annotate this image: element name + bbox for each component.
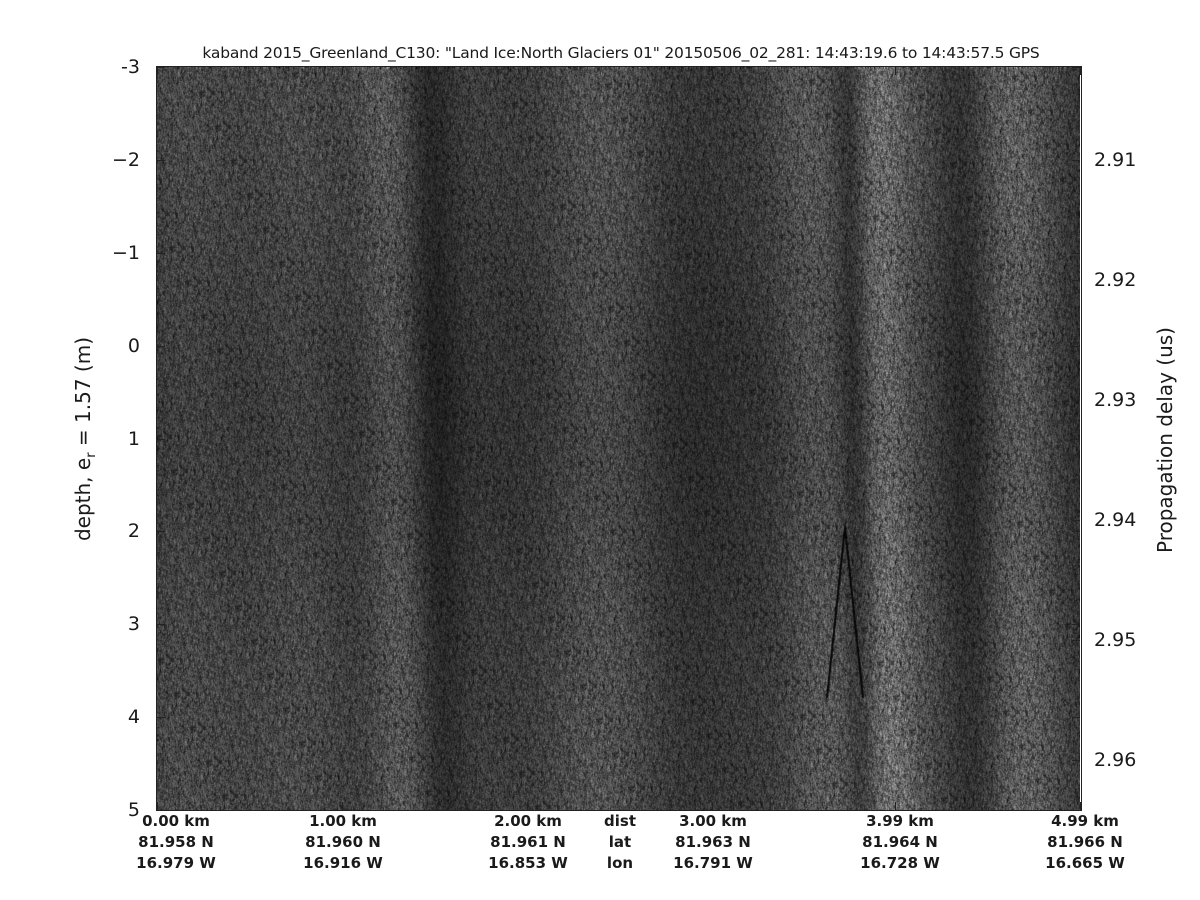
y-tick-left: 0	[127, 334, 140, 357]
tick-mark	[157, 67, 165, 68]
tick-mark	[526, 67, 528, 75]
tick-mark	[1072, 67, 1080, 68]
y-tick-left: 4	[127, 706, 140, 729]
x-label-dist: 4.99 km	[1051, 812, 1119, 830]
y-axis-label-right: Propagation delay (us)	[1153, 327, 1177, 554]
tick-mark	[341, 67, 343, 75]
x-label-dist: 0.00 km	[142, 812, 210, 830]
x-label-lat: 81.966 N	[1047, 833, 1123, 851]
x-label-dist: 3.99 km	[866, 812, 934, 830]
tick-mark	[157, 624, 165, 626]
tick-mark	[157, 531, 165, 533]
tick-mark	[341, 802, 343, 810]
tick-mark	[1072, 640, 1080, 641]
tick-mark	[1072, 400, 1080, 401]
y-tick-left: −1	[111, 241, 140, 264]
x-label-lat: 81.964 N	[862, 833, 938, 851]
tick-mark	[157, 810, 165, 811]
tick-mark	[1072, 160, 1080, 161]
tick-mark	[1072, 624, 1080, 626]
y-tick-left: 2	[127, 520, 140, 543]
tick-mark	[711, 802, 713, 810]
tick-mark	[1072, 520, 1080, 521]
x-label-lon: 16.728 W	[860, 854, 940, 872]
tick-mark	[1072, 531, 1080, 533]
x-label-lon: 16.853 W	[488, 854, 568, 872]
tick-mark	[1072, 760, 1080, 761]
y-tick-right: 2.96	[1094, 749, 1137, 771]
tick-mark	[157, 67, 158, 75]
x-label-dist: 2.00 km	[494, 812, 562, 830]
tick-mark	[1072, 280, 1080, 281]
y-tick-right: 2.95	[1094, 629, 1137, 651]
tick-mark	[1072, 345, 1080, 347]
y-tick-right: 2.94	[1094, 509, 1137, 531]
x-label-dist: 1.00 km	[309, 812, 377, 830]
y-tick-left: 3	[127, 613, 140, 636]
tick-mark	[1072, 252, 1080, 254]
x-label-lat: 81.960 N	[305, 833, 381, 851]
y-tick-left: 1	[127, 427, 140, 450]
y-tick-right: 2.93	[1094, 389, 1137, 411]
tick-mark	[1072, 810, 1080, 811]
x-label-lat: 81.958 N	[138, 833, 214, 851]
y-tick-left: 5	[127, 799, 140, 821]
ylabel-sub: r	[84, 452, 99, 458]
x-label-lon: 16.665 W	[1045, 854, 1125, 872]
tick-mark	[157, 345, 165, 347]
ylabel-suffix: = 1.57 (m)	[71, 336, 95, 453]
tick-mark	[1080, 67, 1081, 75]
y-tick-right: 2.91	[1094, 149, 1137, 171]
x-row-name: dist	[604, 812, 636, 830]
x-label-lat: 81.961 N	[490, 833, 566, 851]
y-tick-right: 2.92	[1094, 269, 1137, 291]
x-label-lon: 16.916 W	[303, 854, 383, 872]
tick-mark	[895, 67, 897, 75]
tick-mark	[895, 802, 897, 810]
tick-mark	[157, 159, 165, 161]
x-label-dist: 3.00 km	[679, 812, 747, 830]
tick-mark	[1072, 717, 1080, 719]
chart-title: kaband 2015_Greenland_C130: "Land Ice:No…	[202, 44, 1040, 62]
y-tick-left: -3	[121, 56, 140, 78]
tick-mark	[157, 802, 158, 810]
tick-mark	[526, 802, 528, 810]
x-row-name: lon	[606, 854, 634, 872]
echogram-image	[157, 67, 1080, 810]
tick-mark	[157, 717, 165, 719]
x-label-lon: 16.791 W	[673, 854, 753, 872]
y-tick-left: −2	[111, 148, 140, 171]
tick-mark	[1072, 438, 1080, 440]
tick-mark	[157, 252, 165, 254]
x-label-lon: 16.979 W	[136, 854, 216, 872]
tick-mark	[711, 67, 713, 75]
x-label-lat: 81.963 N	[675, 833, 751, 851]
tick-mark	[1080, 802, 1081, 810]
x-row-name: lat	[608, 833, 632, 851]
ylabel-text: depth, e	[71, 457, 95, 542]
tick-mark	[157, 438, 165, 440]
y-axis-label-left: depth, er = 1.57 (m)	[71, 324, 99, 554]
